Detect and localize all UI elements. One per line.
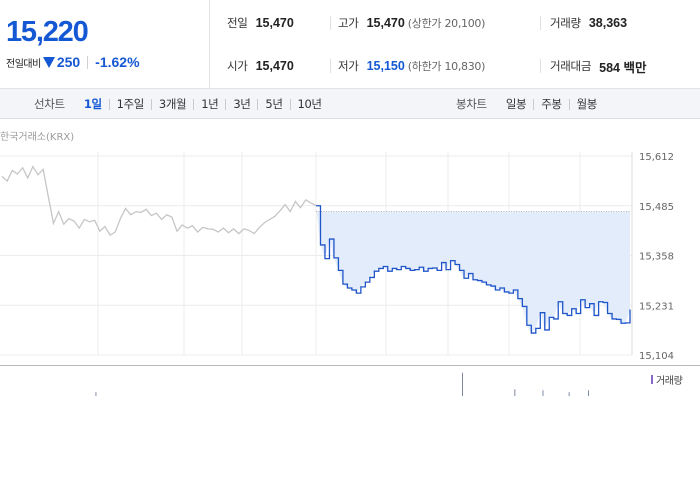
stat-prev-close: 전일 15,470 (227, 14, 294, 32)
candle-period-tab-1[interactable]: 주봉 (541, 97, 562, 111)
volume-swatch (651, 375, 653, 384)
volume-legend-label: 거래량 (656, 376, 683, 387)
line-period-tab-5[interactable]: 5년 (265, 97, 283, 111)
tab-separator (150, 98, 152, 110)
y-tick-label: 15,358 (639, 252, 674, 263)
y-tick-label: 15,231 (639, 301, 674, 312)
price-change: 전일대비 250 -1.62% (6, 53, 140, 71)
chart-toolbar: 선차트 1일 1주일 3개월 1년 3년 5년 10년 봉차트 일봉 주봉 월봉 (0, 89, 700, 119)
history-price-line (1, 165, 317, 237)
stat-low: 저가 15,150 (하한가 10,830) (338, 57, 485, 75)
candle-period-tab-0[interactable]: 일봉 (505, 97, 527, 111)
data-source: 한국거래소(KRX) (0, 132, 75, 143)
divider (87, 55, 89, 69)
line-period-tab-3[interactable]: 1년 (201, 97, 219, 111)
volume-chart[interactable] (0, 365, 700, 398)
stat-value: 15,470 (255, 59, 294, 73)
tab-separator (568, 98, 570, 110)
divider (540, 16, 541, 30)
tab-separator (257, 98, 259, 110)
tab-separator (108, 98, 110, 110)
change-rate: -1.62% (95, 54, 140, 70)
triangle-down-icon (42, 56, 55, 68)
current-price: 15,220 (6, 16, 89, 48)
stat-label: 고가 (338, 16, 359, 30)
stat-trade-value: 거래대금 584 백만 (550, 57, 646, 75)
change-label: 전일대비 (6, 58, 41, 70)
candle-chart-title: 봉차트 (456, 97, 487, 111)
stat-volume: 거래량 38,363 (550, 14, 627, 32)
stat-label: 저가 (338, 59, 359, 73)
volume-legend: 거래량 (651, 372, 683, 387)
stat-value: 38,363 (588, 16, 628, 30)
line-period-tab-2[interactable]: 3개월 (158, 97, 187, 111)
divider (540, 59, 541, 73)
divider (330, 16, 331, 30)
divider (330, 59, 331, 73)
line-chart-tabs: 선차트 1일 1주일 3개월 1년 3년 5년 10년 (34, 89, 329, 119)
stat-label: 거래대금 (550, 59, 592, 73)
tab-separator (193, 98, 195, 110)
y-tick-label: 15,485 (639, 202, 674, 213)
line-period-tab-6[interactable]: 10년 (297, 97, 322, 111)
line-period-tab-4[interactable]: 3년 (233, 97, 251, 111)
upper-limit: (상한가 20,100) (407, 17, 486, 30)
today-price-line (316, 205, 631, 334)
stat-value: 15,470 (366, 16, 405, 30)
tab-separator (225, 98, 227, 110)
y-tick-label: 15,612 (639, 152, 674, 163)
y-tick-label: 15,104 (639, 351, 674, 362)
below-close-area (316, 205, 630, 334)
stat-open: 시가 15,470 (227, 57, 294, 75)
candle-chart-tabs: 봉차트 일봉 주봉 월봉 (456, 89, 604, 119)
line-chart-title: 선차트 (34, 97, 65, 111)
change-value: 250 (56, 54, 81, 70)
line-period-tab-0[interactable]: 1일 (83, 97, 102, 111)
tab-separator (289, 98, 291, 110)
line-period-tab-1[interactable]: 1주일 (116, 97, 145, 111)
stat-label: 시가 (227, 59, 248, 73)
stat-value: 15,470 (255, 16, 294, 30)
candle-period-tab-2[interactable]: 월봉 (576, 97, 598, 111)
price-box: 15,220 전일대비 250 -1.62% (0, 0, 210, 89)
stat-high: 고가 15,470 (상한가 20,100) (338, 14, 485, 32)
lower-limit: (하한가 10,830) (407, 60, 486, 73)
intraday-price-chart[interactable]: 15,612 15,485 15,358 15,231 15,104 (0, 119, 700, 365)
stat-label: 거래량 (550, 16, 581, 30)
stat-label: 전일 (227, 16, 248, 30)
tab-separator (533, 98, 535, 110)
stat-value: 584 백만 (599, 60, 647, 75)
stat-value: 15,150 (366, 59, 405, 73)
quote-summary: 15,220 전일대비 250 -1.62% 전일 15,470 고가 15,4… (0, 0, 700, 89)
